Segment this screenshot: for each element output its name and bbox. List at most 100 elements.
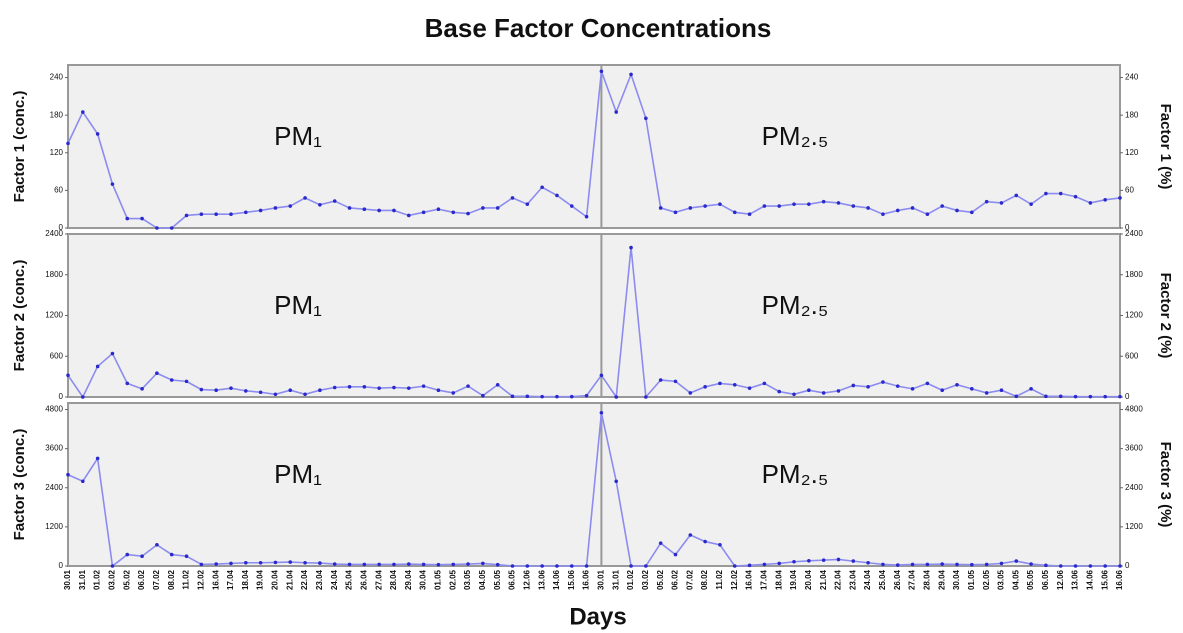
data-point: [66, 472, 70, 477]
x-tick-label: 22.04: [300, 569, 309, 590]
y2-tick-label: 1200: [1125, 522, 1143, 531]
annotation: PM₂.₅: [762, 459, 829, 489]
data-point: [436, 562, 441, 567]
data-point: [644, 564, 648, 568]
y-tick-label: 240: [50, 73, 64, 82]
data-point: [377, 386, 381, 390]
y-tick-label: 0: [59, 561, 64, 570]
x-tick-label: 02.05: [448, 569, 457, 590]
data-point: [747, 563, 752, 568]
y2-tick-label: 1800: [1125, 270, 1143, 279]
data-point: [169, 552, 174, 557]
data-point: [199, 387, 204, 392]
x-tick-label: 01.02: [626, 569, 635, 590]
x-tick-label: 30.04: [419, 569, 428, 590]
data-point: [451, 562, 456, 567]
x-tick-label: 20.04: [271, 569, 280, 590]
y2-axis-label: Factor 1 (%): [1157, 104, 1174, 190]
data-point: [688, 206, 693, 210]
x-tick-label: 28.04: [922, 569, 931, 590]
y2-tick-label: 4800: [1125, 405, 1143, 414]
x-tick-label: 24.04: [330, 569, 339, 590]
x-tick-label: 12.02: [196, 569, 205, 590]
data-point: [436, 388, 441, 393]
data-point: [95, 132, 100, 136]
x-tick-label: 24.04: [863, 569, 872, 590]
data-point: [451, 210, 456, 215]
x-tick-label: 03.05: [997, 569, 1006, 590]
data-point: [525, 202, 530, 206]
data-point: [866, 385, 870, 389]
data-point: [1103, 394, 1107, 399]
y2-tick-label: 1200: [1125, 311, 1143, 320]
x-tick-label: 05.02: [122, 569, 131, 590]
y-tick-label: 60: [54, 185, 63, 194]
x-tick-label: 12.06: [1056, 569, 1065, 590]
y-axis-label: Factor 2 (conc.): [11, 260, 28, 372]
data-point: [199, 562, 204, 567]
x-tick-label: 03.05: [463, 569, 472, 590]
data-point: [1044, 394, 1048, 399]
data-point: [332, 385, 337, 390]
x-tick-label: 30.01: [597, 569, 606, 590]
data-point: [569, 394, 574, 399]
y-tick-label: 1800: [45, 270, 63, 279]
data-point: [273, 392, 278, 397]
data-point: [140, 554, 144, 559]
data-point: [999, 201, 1004, 205]
data-point: [718, 202, 722, 206]
annotation: PM₁: [274, 121, 322, 151]
x-tick-label: 14.06: [1085, 569, 1094, 590]
data-point: [347, 562, 352, 567]
data-point: [777, 204, 782, 208]
data-point: [895, 384, 900, 388]
y-axis-label: Factor 1 (conc.): [11, 91, 28, 203]
x-tick-label: 08.02: [700, 569, 709, 590]
data-point: [155, 226, 159, 230]
data-point: [481, 206, 485, 210]
data-point: [318, 203, 322, 207]
data-point: [125, 381, 130, 386]
data-point: [451, 391, 456, 395]
data-point: [807, 388, 811, 393]
x-tick-label: 07.02: [152, 569, 161, 590]
data-point: [540, 564, 544, 568]
y-tick-label: 0: [59, 392, 64, 401]
data-point: [110, 182, 115, 186]
data-point: [910, 387, 915, 391]
data-point: [762, 204, 767, 208]
data-point: [762, 562, 767, 567]
x-tick-label: 12.02: [730, 569, 739, 590]
x-tick-label: 16.06: [1115, 569, 1124, 590]
data-point: [851, 383, 856, 388]
data-point: [214, 562, 218, 566]
x-tick-label: 19.04: [256, 569, 265, 590]
x-tick-label: 04.05: [1011, 569, 1020, 590]
annotation: PM₁: [274, 290, 322, 320]
data-point: [599, 410, 604, 415]
data-point: [110, 351, 115, 356]
y2-tick-label: 2400: [1125, 483, 1143, 492]
data-point: [169, 378, 174, 382]
data-point: [110, 564, 115, 568]
data-point: [970, 387, 974, 391]
data-point: [703, 385, 707, 389]
data-point: [155, 543, 159, 547]
data-point: [466, 211, 470, 216]
data-point: [125, 216, 130, 221]
data-point: [821, 199, 826, 204]
data-point: [851, 204, 856, 208]
data-point: [836, 389, 841, 393]
plot-area: [67, 233, 1121, 398]
x-tick-label: 12.06: [522, 569, 531, 590]
data-point: [792, 392, 796, 397]
data-point: [81, 395, 85, 399]
data-point: [1103, 564, 1107, 568]
data-point: [955, 208, 959, 213]
data-point: [569, 564, 574, 568]
y2-axis-label: Factor 3 (%): [1157, 442, 1174, 528]
data-point: [584, 393, 589, 398]
data-point: [555, 394, 559, 399]
data-point: [347, 385, 352, 389]
